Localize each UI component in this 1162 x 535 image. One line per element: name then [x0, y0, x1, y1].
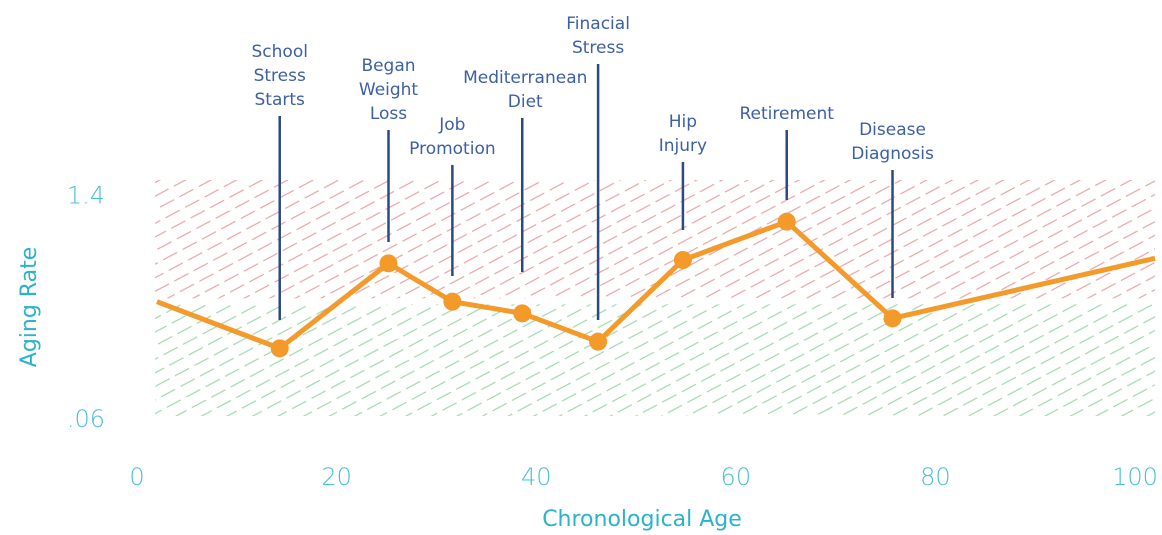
data-point: [270, 339, 289, 358]
annotation-text: Stress: [572, 38, 624, 58]
y-tick-label: .06: [67, 405, 105, 433]
y-tick-label: 1.4: [67, 182, 105, 210]
data-line: [156, 219, 1156, 351]
x-tick-label: 0: [129, 463, 144, 491]
annotation-text: Diet: [508, 92, 543, 112]
annotation-text: Promotion: [409, 139, 496, 159]
annotation-text: Stress: [254, 66, 306, 86]
x-axis-label: Chronological Age: [542, 507, 742, 532]
annotation-text: Starts: [255, 90, 306, 110]
annotation-text: Mediterranean: [463, 68, 587, 88]
high-zone: [155, 180, 1155, 299]
annotation-text: Job: [438, 115, 465, 135]
data-point: [883, 309, 902, 328]
data-point: [673, 251, 692, 269]
data-point: [589, 332, 608, 351]
annotation-text: Injury: [659, 136, 707, 156]
annotation-text: Weight: [359, 80, 419, 100]
annotation-text: School: [252, 42, 308, 62]
x-tick-label: 60: [721, 463, 752, 491]
annotation-text: Hip: [669, 112, 697, 132]
x-tick-label: 80: [920, 463, 951, 491]
annotation-text: Diagnosis: [851, 144, 934, 164]
data-point: [777, 212, 796, 231]
y-axis-label: Aging Rate: [17, 247, 42, 367]
x-tick-label: 40: [521, 463, 552, 491]
annotation-text: Loss: [370, 104, 407, 124]
annotation-text: Disease: [859, 120, 926, 140]
data-point: [443, 292, 462, 311]
x-tick-label: 100: [1112, 463, 1158, 491]
low-zone: [155, 304, 1155, 416]
data-point: [513, 304, 532, 323]
data-point: [379, 254, 398, 273]
annotation-text: Retirement: [740, 104, 835, 124]
x-tick-label: 20: [321, 463, 352, 491]
annotation-text: Finacial: [566, 14, 630, 34]
annotation-text: Began: [361, 56, 415, 76]
